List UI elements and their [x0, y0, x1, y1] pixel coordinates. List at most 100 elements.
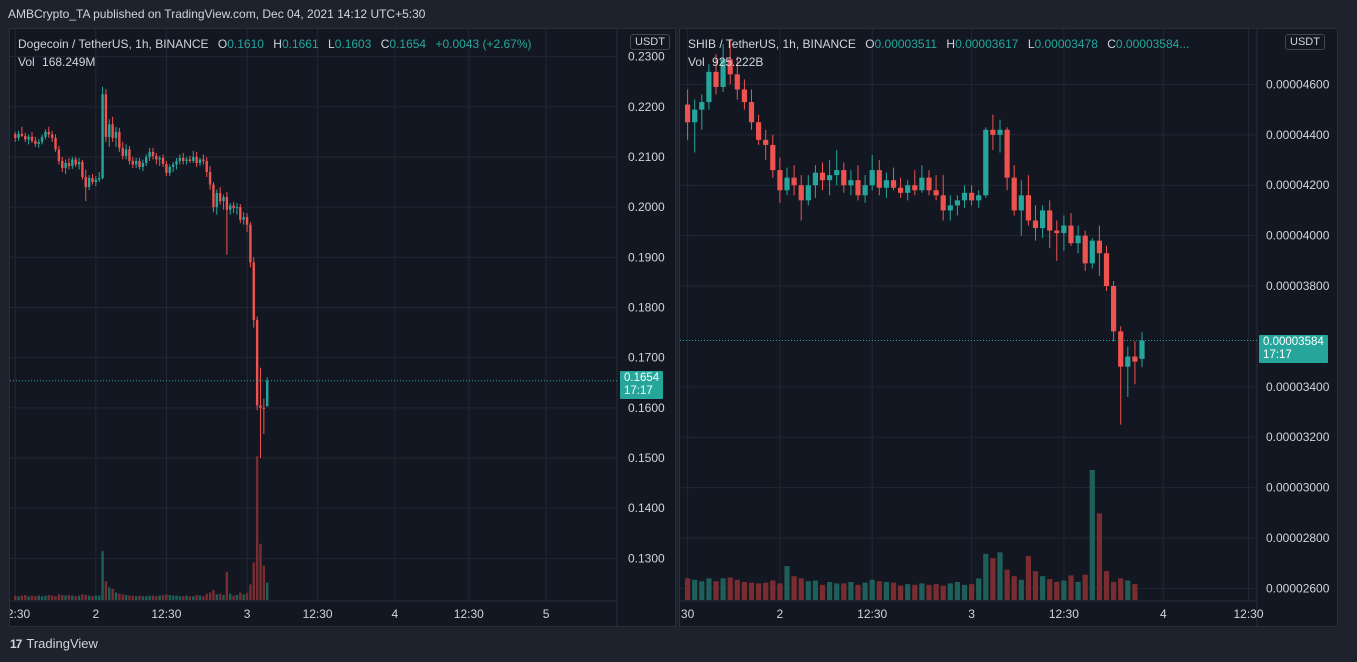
open-value: 0.00003511 [874, 37, 938, 51]
candle-body [205, 160, 208, 172]
dogecoin-chart-pane[interactable]: 0.2300 0.2200 0.2100 0.2000 0.1900 0.1800 0.17… [9, 28, 676, 627]
candle-body [202, 159, 205, 161]
candle-body [763, 139, 769, 145]
price-tick-label: 0.1900 [628, 250, 665, 264]
candle-body [182, 157, 185, 161]
grid-lines [680, 29, 1257, 601]
candle-body [770, 144, 776, 171]
volume-bar [1040, 576, 1046, 600]
dogecoin-candlestick-chart[interactable]: 0.2300 0.2200 0.2100 0.2000 0.1900 0.1800 0.17… [10, 29, 675, 626]
volume-bar [741, 581, 747, 600]
candle-body [148, 151, 151, 157]
candle-body [94, 179, 98, 183]
price-tick-label: 0.2100 [628, 150, 665, 164]
countdown-value: 17:17 [1263, 349, 1292, 361]
candle-body [20, 133, 24, 136]
price-tick-label: 0.00003800 [1266, 279, 1330, 293]
volume-bar [108, 587, 111, 600]
volume-bar [104, 581, 108, 600]
price-tick-label: 0.00004400 [1266, 128, 1330, 142]
volume-bar [1004, 569, 1010, 600]
candle-body [805, 185, 811, 201]
candle-body [188, 159, 192, 161]
close-label: C [380, 37, 390, 51]
candle-body [1040, 210, 1046, 229]
volume-bar [770, 580, 776, 600]
candles [685, 39, 1145, 425]
volume-bar [192, 596, 195, 600]
dogecoin-volume-legend: Vol 168.249M [18, 55, 95, 69]
candle-body [47, 131, 50, 135]
volume-bar [114, 592, 118, 600]
volume-bar [168, 595, 171, 600]
price-tick-label: 0.00003000 [1266, 481, 1330, 495]
volume-bar [188, 596, 192, 600]
candle-body [1032, 220, 1039, 229]
volume-bar [158, 595, 161, 600]
volume-label: Vol [18, 55, 35, 69]
dogecoin-legend: Dogecoin / TetherUS, 1h, BINANCE O0.1610… [18, 37, 532, 51]
close-label: C [1107, 37, 1116, 51]
candle-body [84, 177, 87, 188]
candle-body [756, 122, 762, 140]
volume-bar [235, 595, 239, 600]
volume-bar [77, 595, 81, 600]
candle-body [24, 135, 27, 140]
candle-body [218, 193, 222, 202]
volume-bar [252, 562, 255, 600]
candle-body [54, 137, 57, 150]
volume-bar [121, 594, 124, 600]
candle-body [27, 136, 30, 140]
volume-bar [969, 584, 975, 600]
dogecoin-unit-button[interactable]: USDT [630, 34, 670, 50]
candle-body [185, 159, 188, 161]
close-value: 0.1654 [389, 37, 427, 51]
volume-bar [1047, 579, 1053, 600]
volume-bar [111, 588, 114, 600]
volume-bar [727, 577, 733, 600]
candle-body [121, 147, 124, 156]
price-tick-label: 0.1600 [628, 401, 665, 415]
candle-body [161, 157, 165, 164]
candle-body [108, 124, 111, 137]
volume-bar [134, 596, 138, 600]
volume-bar [1025, 555, 1031, 600]
time-tick-label: 30 [681, 607, 695, 621]
candle-body [898, 187, 904, 193]
volume-bar [1032, 571, 1039, 600]
shib-candlestick-chart[interactable]: 0.00004600 0.00004400 0.00004200 0.00004000… [680, 29, 1337, 626]
tradingview-footer[interactable]: 17 TradingView [10, 636, 98, 651]
price-tick-label: 0.1300 [628, 551, 665, 565]
last-price-value: 0.1654 [624, 372, 660, 384]
shib-chart-pane[interactable]: 0.00004600 0.00004400 0.00004200 0.00004000… [679, 28, 1338, 627]
volume-bar [34, 596, 37, 600]
volume-bar [44, 595, 47, 600]
volume-bar [259, 543, 262, 600]
volume-bar [720, 578, 726, 600]
candle-body [1061, 225, 1067, 234]
volume-bar [848, 581, 854, 600]
volume-bar [232, 595, 235, 600]
volume-bar [91, 596, 94, 600]
volume-bar [1068, 575, 1074, 600]
volume-bar [37, 595, 40, 600]
volume-bar [1132, 584, 1138, 600]
volume-bar [155, 596, 158, 600]
volume-bar [14, 595, 17, 600]
shib-unit-button[interactable]: USDT [1285, 34, 1325, 50]
volume-bar [1103, 571, 1110, 600]
candle-body [1082, 235, 1088, 264]
volume-bar [997, 552, 1003, 600]
volume-bar [64, 595, 67, 600]
candle-body [855, 180, 861, 196]
candle-body [699, 102, 705, 110]
candle-body [225, 197, 229, 210]
candle-body [175, 160, 178, 165]
candle-body [827, 175, 833, 181]
tradingview-logo-icon: 17 [10, 636, 22, 651]
volume-bar [1054, 581, 1060, 600]
candle-body [862, 185, 868, 196]
high-value: 0.1661 [281, 37, 319, 51]
price-tick-label: 0.00004200 [1266, 178, 1330, 192]
volume-bar [706, 578, 712, 600]
